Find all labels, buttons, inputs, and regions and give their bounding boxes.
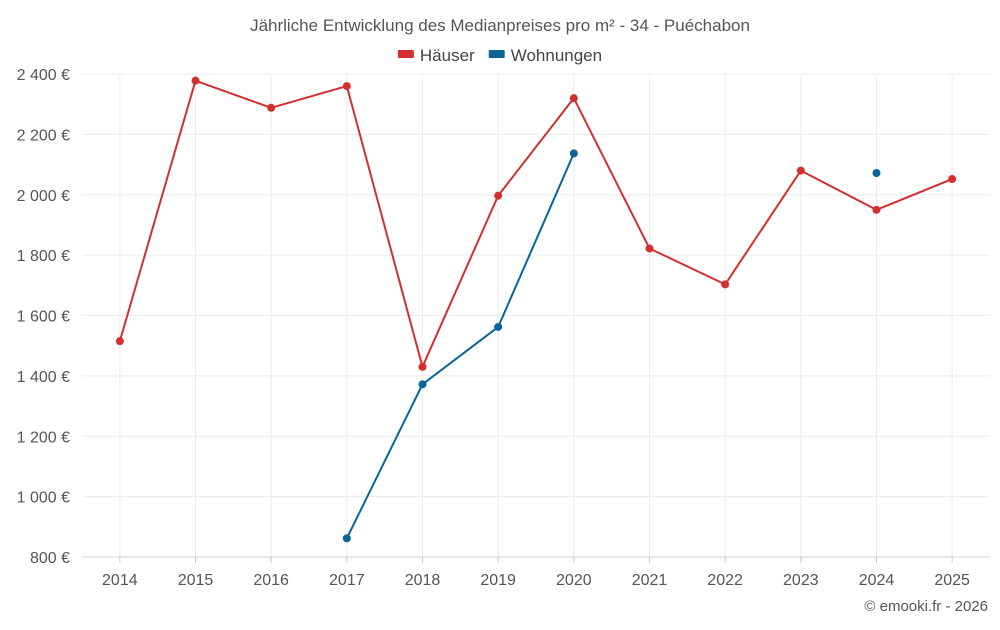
x-tick-label: 2018 <box>405 572 441 589</box>
y-tick-label: 1 800 € <box>17 248 70 265</box>
series-layer <box>115 76 957 543</box>
data-point[interactable] <box>569 149 578 158</box>
x-tick-label: 2015 <box>178 572 214 589</box>
x-tick-label: 2023 <box>783 572 819 589</box>
series-1 <box>342 149 881 543</box>
legend-swatch <box>397 50 414 58</box>
y-tick-label: 1 000 € <box>17 490 70 507</box>
legend-label: Häuser <box>420 46 475 65</box>
x-tick-label: 2021 <box>632 572 668 589</box>
x-tick-label: 2017 <box>329 572 365 589</box>
data-point[interactable] <box>418 380 427 389</box>
data-point[interactable] <box>418 362 427 371</box>
data-point[interactable] <box>796 166 805 175</box>
x-tick-label: 2025 <box>934 572 970 589</box>
data-point[interactable] <box>721 280 730 289</box>
x-tick-label: 2016 <box>253 572 289 589</box>
data-point[interactable] <box>267 103 276 112</box>
legend-swatch <box>488 50 505 58</box>
data-point[interactable] <box>494 322 503 331</box>
grid <box>82 73 990 558</box>
data-point[interactable] <box>494 191 503 200</box>
y-tick-label: 1 200 € <box>17 429 70 446</box>
series-line <box>118 79 953 368</box>
series-line <box>345 152 575 539</box>
data-point[interactable] <box>115 337 124 346</box>
data-point[interactable] <box>342 82 351 91</box>
x-tick-label: 2022 <box>707 572 743 589</box>
legend: Häuser Wohnungen <box>397 46 602 65</box>
data-point[interactable] <box>191 76 200 85</box>
data-point[interactable] <box>342 534 351 543</box>
axes: 800 € 1 000 € 1 200 € 1 400 € 1 600 € 1 800 €… <box>17 67 990 589</box>
data-point[interactable] <box>645 244 654 253</box>
chart-title: Jährliche Entwicklung des Medianpreises … <box>250 16 750 35</box>
data-point[interactable] <box>569 94 578 103</box>
legend-item[interactable]: Wohnungen <box>488 46 602 65</box>
data-point[interactable] <box>872 205 881 214</box>
x-tick-label: 2020 <box>556 572 592 589</box>
data-point[interactable] <box>872 169 881 178</box>
credit-text: © emooki.fr - 2026 <box>864 598 988 615</box>
y-tick-label: 2 200 € <box>17 127 70 144</box>
x-tick-label: 2014 <box>102 572 138 589</box>
legend-label: Wohnungen <box>511 46 602 65</box>
y-tick-label: 800 € <box>30 550 70 567</box>
series-0 <box>115 76 957 371</box>
y-tick-label: 2 000 € <box>17 188 70 205</box>
x-tick-label: 2019 <box>480 572 516 589</box>
y-tick-label: 2 400 € <box>17 67 70 84</box>
x-tick-label: 2024 <box>859 572 895 589</box>
y-tick-label: 1 600 € <box>17 309 70 326</box>
data-point[interactable] <box>948 175 957 184</box>
y-tick-label: 1 400 € <box>17 369 70 386</box>
legend-item[interactable]: Häuser <box>397 46 475 65</box>
